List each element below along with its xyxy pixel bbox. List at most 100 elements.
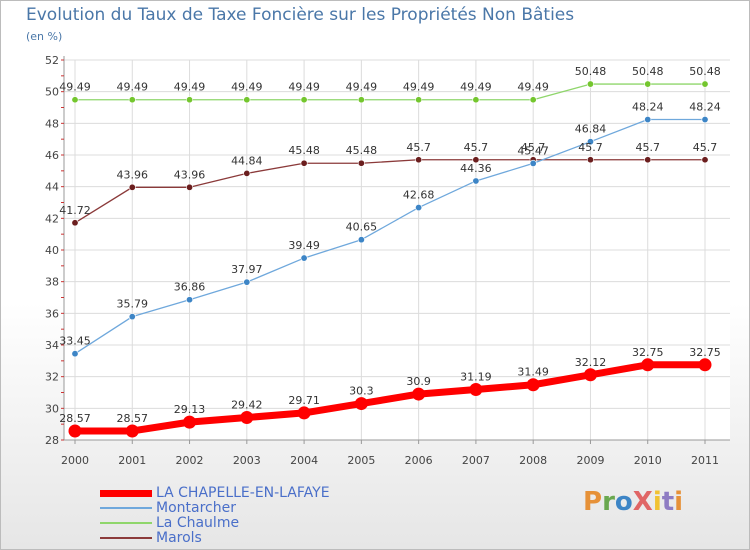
series-point-2: [586, 80, 594, 88]
data-label-3: 45.7: [521, 141, 546, 154]
y-tick-label: 36: [45, 307, 59, 320]
series-point-0: [641, 358, 655, 372]
data-label-0: 29.42: [231, 399, 263, 412]
data-label-0: 32.75: [632, 346, 664, 359]
series-point-1: [71, 350, 79, 358]
logo-letter: i: [652, 487, 662, 517]
series-line-1: [74, 118, 705, 355]
series-point-0: [68, 424, 82, 438]
series-point-1: [128, 313, 136, 321]
series-point-1: [586, 138, 594, 146]
y-tick-label: 38: [45, 276, 59, 289]
data-label-0: 32.12: [575, 356, 607, 369]
data-label-2: 49.49: [517, 81, 549, 94]
legend-swatch: [100, 522, 152, 524]
data-label-3: 45.7: [406, 141, 431, 154]
x-tick-label: 2008: [519, 454, 547, 467]
series-line-3: [74, 159, 705, 224]
data-label-3: 43.96: [174, 168, 206, 181]
x-tick-label: 2004: [290, 454, 318, 467]
y-tick-label: 50: [45, 86, 59, 99]
series-point-3: [186, 183, 194, 191]
data-label-2: 49.49: [288, 81, 320, 94]
series-point-1: [415, 204, 423, 212]
logo-letter: o: [614, 487, 633, 517]
series-point-0: [412, 387, 426, 401]
data-label-3: 45.7: [635, 141, 660, 154]
data-label-0: 31.49: [517, 366, 549, 379]
unit-label: (en %): [26, 30, 63, 43]
data-label-3: 43.96: [117, 168, 149, 181]
series-point-2: [529, 96, 537, 104]
data-label-1: 46.84: [575, 123, 607, 136]
y-tick-label: 32: [45, 371, 59, 384]
data-label-1: 35.79: [117, 298, 149, 311]
data-label-3: 45.7: [693, 141, 718, 154]
y-tick-label: 46: [45, 149, 59, 162]
data-label-1: 36.86: [174, 281, 206, 294]
series-point-2: [71, 96, 79, 104]
x-tick-label: 2003: [233, 454, 261, 467]
x-tick-label: 2001: [118, 454, 146, 467]
data-label-2: 50.48: [689, 65, 721, 78]
series-point-2: [472, 96, 480, 104]
data-label-1: 37.97: [231, 263, 263, 276]
y-tick-label: 28: [45, 434, 59, 447]
data-label-2: 50.48: [575, 65, 607, 78]
series-point-3: [586, 156, 594, 164]
data-label-2: 49.49: [231, 81, 263, 94]
series-point-1: [186, 296, 194, 304]
data-label-3: 45.48: [346, 144, 378, 157]
series-point-3: [71, 219, 79, 227]
y-tick-label: 30: [45, 402, 59, 415]
data-label-1: 44.36: [460, 162, 492, 175]
data-label-1: 45.47: [517, 144, 549, 157]
data-label-1: 42.68: [403, 189, 435, 202]
data-label-1: 33.45: [59, 335, 91, 348]
series-point-0: [183, 415, 197, 429]
chart-title: Evolution du Taux de Taxe Foncière sur l…: [26, 5, 575, 25]
y-tick-label: 34: [45, 339, 59, 352]
y-tick-label: 52: [45, 54, 59, 67]
data-label-3: 45.48: [288, 144, 320, 157]
legend-swatch: [100, 490, 152, 497]
series-point-3: [300, 159, 308, 167]
data-label-2: 49.49: [460, 81, 492, 94]
series-point-1: [300, 254, 308, 262]
legend-label: Montarcher: [156, 500, 236, 516]
series-point-0: [526, 378, 540, 392]
data-label-3: 45.7: [464, 141, 489, 154]
series-point-0: [240, 411, 254, 425]
series-point-0: [583, 368, 597, 382]
series-point-3: [128, 183, 136, 191]
series-point-3: [357, 159, 365, 167]
series-point-2: [415, 96, 423, 104]
x-tick-label: 2011: [691, 454, 719, 467]
x-tick-label: 2005: [347, 454, 375, 467]
data-label-0: 28.57: [117, 412, 149, 425]
data-label-2: 50.48: [632, 65, 664, 78]
series-line-0: [75, 361, 705, 435]
x-tick-label: 2002: [176, 454, 204, 467]
y-tick-label: 42: [45, 212, 59, 225]
data-label-2: 49.49: [174, 81, 206, 94]
data-label-2: 49.49: [117, 81, 149, 94]
series-point-2: [300, 96, 308, 104]
data-label-0: 29.13: [174, 403, 206, 416]
series-point-0: [354, 397, 368, 411]
data-label-0: 32.75: [689, 346, 721, 359]
series-point-2: [128, 96, 136, 104]
data-label-3: 45.7: [578, 141, 603, 154]
series-point-3: [472, 156, 480, 164]
data-label-0: 30.9: [406, 375, 431, 388]
x-tick-label: 2010: [634, 454, 662, 467]
series-point-3: [415, 156, 423, 164]
legend-label: La Chaulme: [156, 515, 240, 531]
data-label-3: 41.72: [59, 204, 91, 217]
series-point-0: [297, 406, 311, 420]
series-point-1: [472, 177, 480, 185]
series-point-0: [698, 358, 712, 372]
logo-letter: r: [602, 487, 615, 517]
legend-label: Marols: [156, 530, 202, 546]
